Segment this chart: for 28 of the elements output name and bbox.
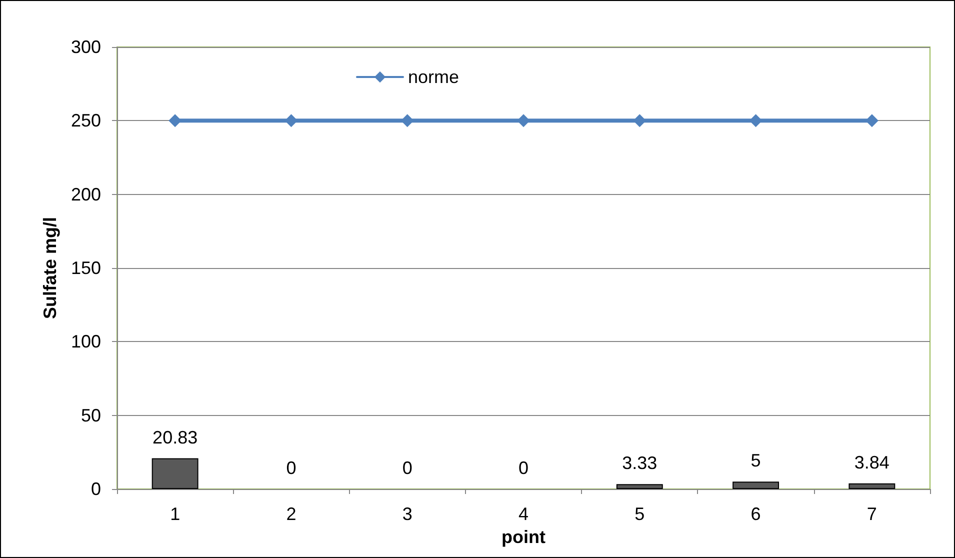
bar [152,458,198,489]
x-tick-label: 2 [286,504,296,524]
y-tick-label: 300 [70,37,101,57]
y-tick-label: 0 [90,479,101,499]
bar [732,482,780,489]
bar [616,484,663,489]
bar [848,483,896,489]
x-axis-title: point [502,526,546,547]
data-label: 0 [518,458,529,478]
data-label: 3.84 [854,452,890,472]
data-label: 0 [402,458,412,478]
y-axis-title: Sulfate mg/l [40,216,60,320]
data-label: 20.83 [152,427,198,448]
x-tick-label: 7 [866,504,877,524]
data-label: 0 [286,458,296,478]
legend-label: norme [408,67,460,87]
y-tick-label: 50 [80,405,101,426]
x-tick-label: 6 [750,504,761,524]
data-label: 3.33 [622,453,658,474]
x-tick-label: 5 [634,504,645,524]
y-tick-label: 150 [70,258,101,278]
x-tick-label: 1 [170,504,180,524]
y-tick-label: 200 [70,184,101,204]
data-label: 5 [750,450,761,471]
x-tick-label: 4 [518,504,529,524]
y-tick-label: 250 [70,110,101,131]
y-tick-label: 100 [70,332,101,352]
x-tick-label: 3 [402,504,412,524]
